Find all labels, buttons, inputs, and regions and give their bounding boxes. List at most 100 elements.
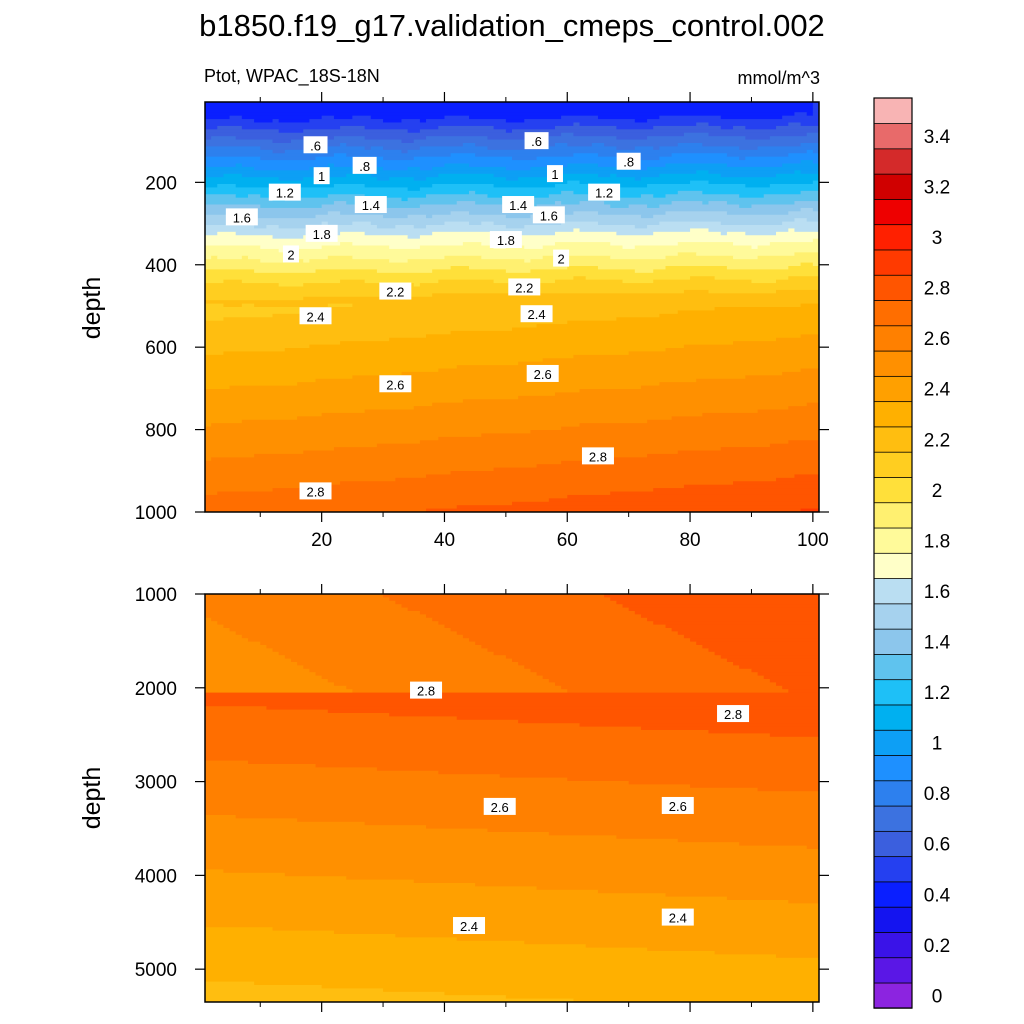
contour-fill-cell <box>376 225 396 230</box>
colorbar-swatch <box>873 350 913 377</box>
contour-fill-cell <box>493 221 562 226</box>
contour-fill-cell <box>683 132 710 137</box>
contour-label-box <box>661 908 694 926</box>
contour-fill-cell <box>567 163 599 168</box>
contour-fill-cell <box>788 900 819 904</box>
contour-fill-cell <box>573 354 819 359</box>
contour-fill-cell <box>505 166 532 171</box>
contour-fill-cell <box>647 184 746 189</box>
contour-fill-cell <box>205 221 231 226</box>
contour-fill-cell <box>205 433 482 438</box>
contour-fill-cell <box>205 160 802 165</box>
contour-fill-cell <box>205 934 396 938</box>
contour-fill-cell <box>426 119 507 124</box>
contour-fill-cell <box>235 163 243 168</box>
contour-fill-cell <box>272 648 489 653</box>
contour-fill-cell <box>794 252 819 257</box>
contour-fill-cell <box>205 743 819 748</box>
contour-fill-cell <box>205 382 298 387</box>
contour-fill-cell <box>205 658 292 663</box>
contour-fill-cell <box>205 920 819 925</box>
contour-fill-cell <box>450 153 476 158</box>
contour-fill-cell <box>205 494 568 499</box>
contour-fill-cell <box>205 723 581 728</box>
contour-fill-cell <box>432 293 819 298</box>
contour-fill-cell <box>788 406 819 411</box>
contour-label-box <box>581 447 614 465</box>
colorbar-swatch <box>873 451 913 478</box>
contour-fill-cell <box>438 770 819 775</box>
contour-fill-cell <box>205 375 353 380</box>
contour-fill-cell <box>806 149 814 154</box>
contour-fill-cell <box>205 460 562 465</box>
contour-fill-cell <box>205 149 274 154</box>
contour-fill-cell <box>205 597 390 602</box>
contour-fill-cell <box>653 214 819 219</box>
contour-label-text: 2.6 <box>386 377 404 392</box>
contour-fill-cell <box>647 119 819 124</box>
contour-fill-cell <box>205 371 403 376</box>
contour-fill-cell <box>205 293 433 298</box>
contour-fill-cell <box>640 385 819 390</box>
contour-fill-cell <box>419 146 489 151</box>
contour-fill-cell <box>205 675 323 680</box>
contour-fill-cell <box>769 733 819 738</box>
x-tick-label: 80 <box>679 530 700 551</box>
contour-fill-cell <box>272 235 304 240</box>
y-tick-label: 4000 <box>135 866 177 887</box>
contour-fill-cell <box>407 129 421 134</box>
contour-label: .6 <box>524 132 549 150</box>
contour-fill-cell <box>653 194 667 199</box>
contour-fill-cell <box>383 146 421 151</box>
contour-fill-cell <box>530 214 642 219</box>
contour-fill-cell <box>640 614 819 619</box>
contour-label-box <box>379 375 412 393</box>
contour-fill-cell <box>223 173 243 178</box>
contour-fill-cell <box>720 447 819 452</box>
contour-fill-cell <box>205 484 310 489</box>
contour-fill-cell <box>806 218 819 223</box>
y-tick-label: 1000 <box>135 503 177 524</box>
contour-fill-cell <box>364 146 372 151</box>
contour-fill-cell <box>745 231 777 236</box>
contour-fill-cell <box>205 341 341 346</box>
contour-fill-cell <box>217 621 439 626</box>
contour-fill-cell <box>254 453 648 458</box>
contour-fill-cell <box>548 498 819 503</box>
lower-y-axis-label: depth <box>78 767 106 830</box>
contour-fill-cell <box>205 903 819 908</box>
contour-fill-cell <box>205 252 679 257</box>
contour-fill-cell <box>726 266 789 271</box>
contour-fill-cell <box>690 228 710 233</box>
contour-fill-cell <box>205 600 396 605</box>
contour-fill-cell <box>340 125 366 130</box>
contour-fill-cell <box>303 177 378 182</box>
contour-fill-cell <box>671 416 819 421</box>
contour-fill-cell <box>659 204 740 209</box>
contour-fill-cell <box>217 491 611 496</box>
contour-fill-cell <box>327 163 335 168</box>
contour-fill-cell <box>702 201 710 206</box>
contour-fill-cell <box>205 628 231 632</box>
contour-fill-cell <box>726 163 783 168</box>
contour-label: 2.6 <box>661 796 694 814</box>
contour-fill-cell <box>745 184 771 189</box>
contour-fill-cell <box>205 692 819 697</box>
contour-fill-cell <box>530 430 819 435</box>
contour-fill-cell <box>272 139 292 144</box>
contour-fill-cell <box>413 177 427 182</box>
contour-fill-cell <box>407 607 630 612</box>
contour-fill-cell <box>205 913 819 918</box>
contour-fill-cell <box>542 255 611 260</box>
contour-fill-cell <box>340 143 347 148</box>
contour-fill-cell <box>272 927 819 932</box>
colorbar-tick-label: 2 <box>932 481 943 502</box>
contour-fill-cell <box>622 604 819 609</box>
contour-fill-cell <box>462 399 819 404</box>
contour-fill-cell <box>616 146 636 151</box>
contour-fill-cell <box>683 344 819 349</box>
contour-fill-cell <box>481 255 544 260</box>
contour-fill-cell <box>671 628 819 632</box>
contour-fill-cell <box>376 269 433 274</box>
contour-fill-cell <box>505 129 513 134</box>
